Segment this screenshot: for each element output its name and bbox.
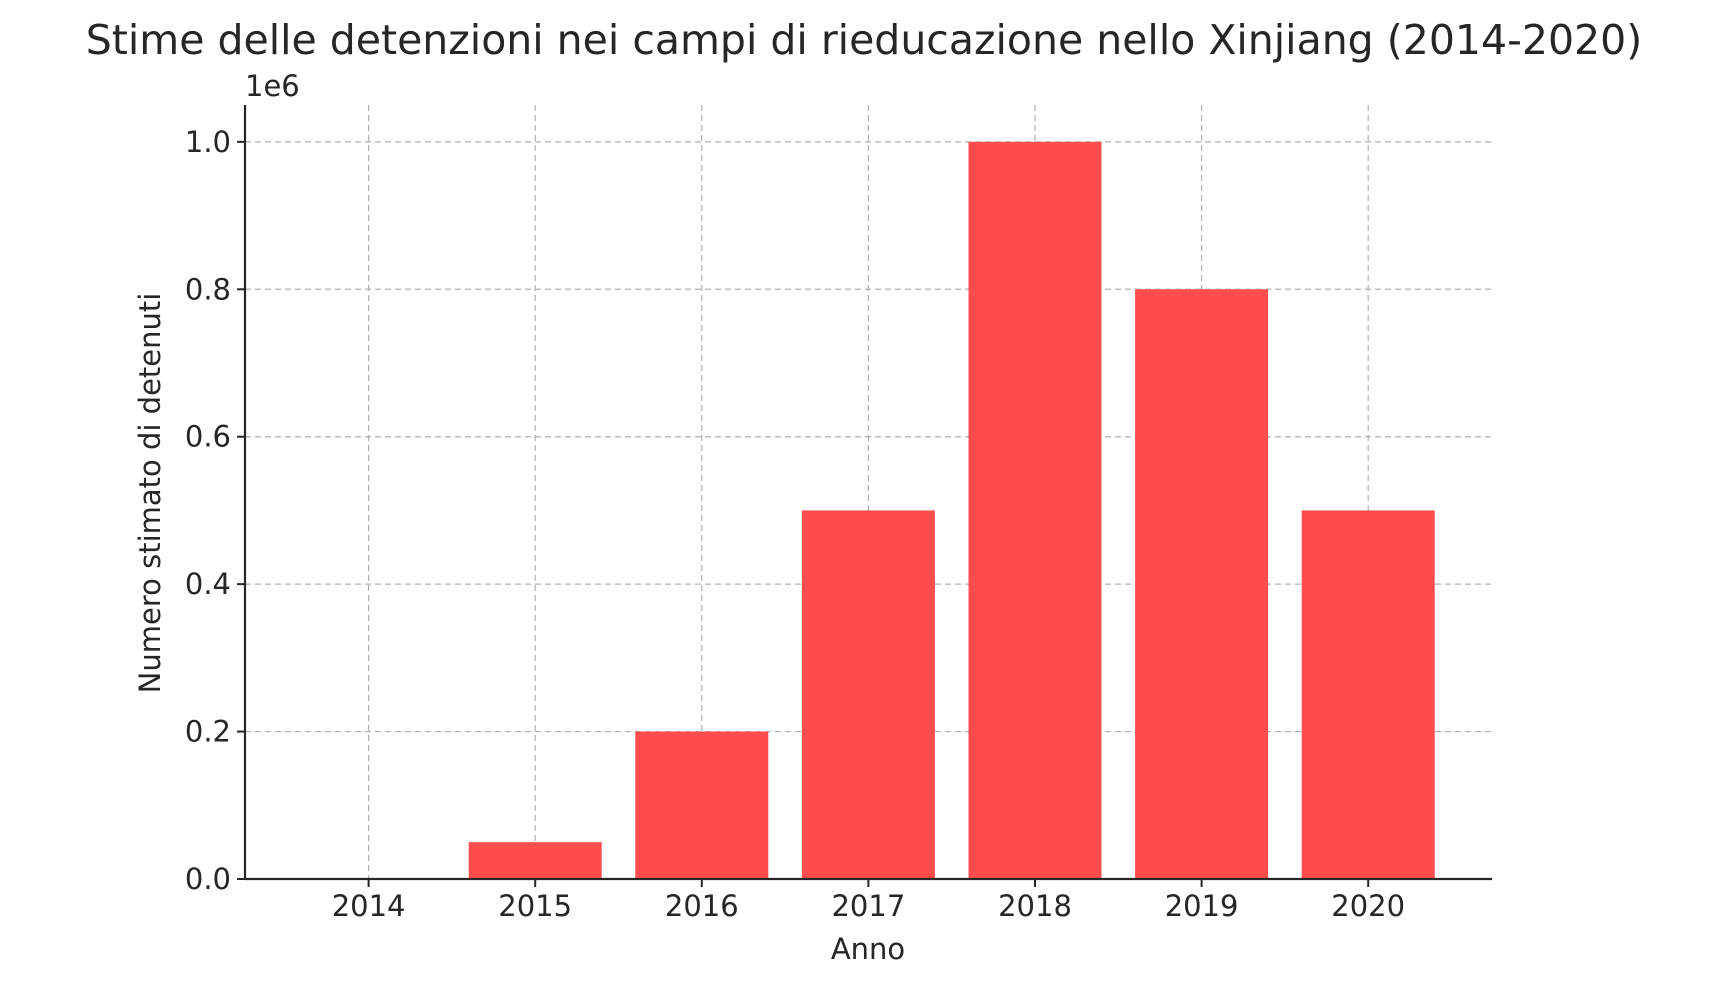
y-tick-label: 1.0 bbox=[185, 125, 231, 159]
x-tick-label: 2018 bbox=[998, 889, 1072, 923]
x-tick-label: 2015 bbox=[498, 889, 572, 923]
y-offset-label: 1e6 bbox=[245, 69, 300, 103]
bar-2016 bbox=[635, 731, 769, 879]
y-tick-label: 0.2 bbox=[185, 715, 231, 749]
x-tick-label: 2014 bbox=[332, 889, 406, 923]
y-axis-label: Numero stimato di detenuti bbox=[133, 293, 167, 694]
y-tick-label: 0.4 bbox=[185, 567, 231, 601]
x-tick-label: 2016 bbox=[665, 889, 739, 923]
bars bbox=[468, 141, 1435, 879]
y-tick-label: 0.6 bbox=[185, 420, 231, 454]
x-axis-label: Anno bbox=[831, 932, 905, 966]
y-tick-label: 0.8 bbox=[185, 272, 231, 306]
x-tick-label: 2019 bbox=[1165, 889, 1239, 923]
tick-labels: 0.0 0.2 0.4 0.6 0.8 1.0 2014 2015 2016 2017 2018 20… bbox=[185, 125, 1405, 923]
y-tick-label: 0.0 bbox=[185, 862, 231, 896]
bar-2015 bbox=[468, 842, 602, 879]
bar-2018 bbox=[968, 141, 1102, 879]
bar-2017 bbox=[801, 510, 935, 879]
x-tick-label: 2017 bbox=[831, 889, 905, 923]
bar-2020 bbox=[1301, 510, 1435, 879]
chart-title: Stime delle detenzioni nei campi di ried… bbox=[86, 16, 1642, 64]
bar-2019 bbox=[1135, 289, 1269, 879]
x-tick-label: 2020 bbox=[1331, 889, 1405, 923]
